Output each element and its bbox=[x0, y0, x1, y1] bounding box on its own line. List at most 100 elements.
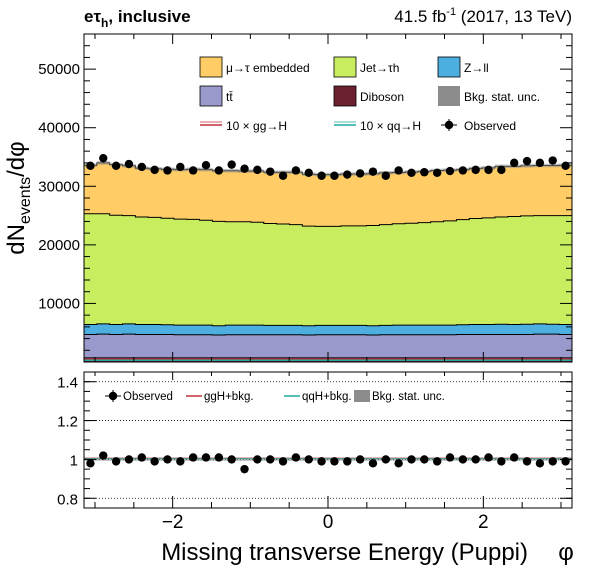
observed-point bbox=[214, 166, 224, 175]
y-tick-label: 30000 bbox=[38, 178, 80, 195]
observed-point bbox=[227, 160, 236, 169]
stack-outline bbox=[84, 323, 572, 327]
ratio-observed-point bbox=[535, 459, 545, 468]
observed-point bbox=[484, 165, 493, 175]
observed-point bbox=[163, 166, 172, 175]
observed-point bbox=[445, 166, 455, 176]
x-axis-title: Missing transverse Energy (Puppi) bbox=[161, 539, 528, 566]
ratio-observed-point bbox=[214, 453, 224, 462]
observed-point bbox=[522, 156, 532, 166]
legend-swatch bbox=[333, 56, 357, 78]
observed-point bbox=[368, 167, 378, 176]
observed-point bbox=[497, 165, 506, 175]
ratio-legend-label: qqH+bkg. bbox=[302, 391, 352, 403]
ratio-observed-point bbox=[188, 453, 198, 462]
y-tick-label: 10000 bbox=[38, 295, 80, 312]
stacked-histogram bbox=[84, 161, 572, 362]
ratio-observed-point bbox=[111, 457, 121, 466]
y-axis-title: dNevents/dφ bbox=[3, 141, 34, 254]
ratio-observed-point bbox=[240, 464, 249, 474]
observed-point bbox=[150, 165, 159, 175]
ratio-observed-point bbox=[458, 455, 468, 464]
observed-point bbox=[458, 166, 468, 175]
ratio-observed-point bbox=[99, 451, 108, 460]
observed-point bbox=[317, 171, 326, 180]
legend-label: tt̄ bbox=[226, 90, 233, 104]
y-tick-label: 40000 bbox=[38, 120, 80, 137]
legend-swatch bbox=[199, 85, 223, 107]
observed-point bbox=[137, 162, 146, 172]
observed-point bbox=[548, 156, 557, 165]
observed-point bbox=[240, 164, 249, 173]
ratio-observed-point bbox=[330, 457, 339, 466]
ratio-y-tick-label: 1 bbox=[70, 452, 78, 469]
stat-unc-bin bbox=[520, 164, 534, 168]
observed-point bbox=[291, 166, 301, 175]
observed-point bbox=[535, 158, 545, 168]
stat-unc-bin bbox=[546, 163, 560, 168]
ratio-observed-point bbox=[343, 457, 352, 466]
ratio-observed-point bbox=[445, 453, 455, 462]
ratio-legend: Observed ggH+bkg. qqH+bkg. Bkg. stat. unc. bbox=[105, 390, 445, 403]
ratio-observed-point bbox=[471, 455, 480, 464]
observed-point bbox=[355, 169, 365, 178]
ratio-observed-point bbox=[176, 457, 185, 466]
ratio-observed-point bbox=[227, 455, 236, 464]
observed-point bbox=[266, 167, 275, 176]
observed-point bbox=[420, 168, 429, 177]
ratio-observed-point bbox=[304, 455, 313, 464]
observed-points bbox=[86, 153, 570, 180]
ratio-observed-point bbox=[150, 457, 159, 466]
ratio-unc-bin bbox=[238, 457, 251, 461]
observed-point bbox=[253, 165, 262, 175]
x-tick-label: 2 bbox=[478, 512, 489, 533]
observed-point bbox=[381, 171, 390, 180]
ratio-observed-point bbox=[561, 457, 570, 466]
observed-point bbox=[99, 153, 108, 163]
legend-label: Z→ll bbox=[464, 61, 489, 75]
ratio-observed-point bbox=[124, 455, 134, 464]
stat-unc-bin bbox=[225, 169, 239, 173]
ratio-observed-point bbox=[381, 455, 390, 464]
ratio-legend-label: ggH+bkg. bbox=[204, 391, 254, 403]
legend-label: Bkg. stat. unc. bbox=[464, 90, 540, 104]
main-frame bbox=[83, 33, 573, 363]
legend-swatch bbox=[437, 56, 461, 78]
x-axis-symbol: φ bbox=[558, 539, 574, 566]
ratio-observed-point bbox=[163, 455, 172, 464]
ratio-observed-point bbox=[420, 455, 429, 464]
ratio-legend-label: Observed bbox=[123, 391, 173, 403]
ratio-observed-point bbox=[355, 455, 365, 464]
ratio-observed-point bbox=[548, 457, 557, 466]
observed-point bbox=[111, 161, 121, 170]
ratio-frame bbox=[83, 371, 573, 509]
ratio-observed-point bbox=[137, 453, 146, 462]
ratio-observed-point bbox=[86, 459, 95, 468]
stat-unc-bin bbox=[96, 161, 110, 165]
ratio-observed-point bbox=[253, 455, 262, 464]
observed-point bbox=[278, 171, 288, 180]
observed-point bbox=[407, 168, 416, 178]
legend-label: 10 × qq→H bbox=[360, 119, 421, 133]
legend-marker bbox=[444, 120, 454, 130]
stack-outline bbox=[84, 333, 572, 336]
legend-label: Jet→τh bbox=[360, 61, 399, 75]
ratio-observed-point bbox=[510, 453, 519, 462]
ratio-legend-swatch bbox=[354, 390, 370, 402]
observed-point bbox=[343, 170, 352, 179]
ratio-observed-point bbox=[278, 457, 288, 466]
observed-point bbox=[86, 161, 95, 170]
legend-label: 10 × gg→H bbox=[226, 119, 287, 133]
legend-label: μ→τ embedded bbox=[226, 61, 310, 75]
legend-label: Diboson bbox=[360, 90, 404, 104]
x-tick-label: 0 bbox=[323, 512, 334, 533]
ratio-observed-point bbox=[432, 457, 442, 466]
y-tick-label: 50000 bbox=[38, 61, 80, 78]
observed-point bbox=[471, 165, 480, 175]
stat-unc-bin bbox=[199, 167, 213, 172]
observed-point bbox=[201, 161, 211, 170]
legend-swatch bbox=[333, 85, 357, 107]
main-axes: 10000 20000 30000 40000 50000 bbox=[38, 34, 572, 362]
ratio-observed-points bbox=[86, 451, 570, 474]
ratio-axes: 0.8 1 1.2 1.4 −2 0 2 bbox=[57, 372, 572, 533]
